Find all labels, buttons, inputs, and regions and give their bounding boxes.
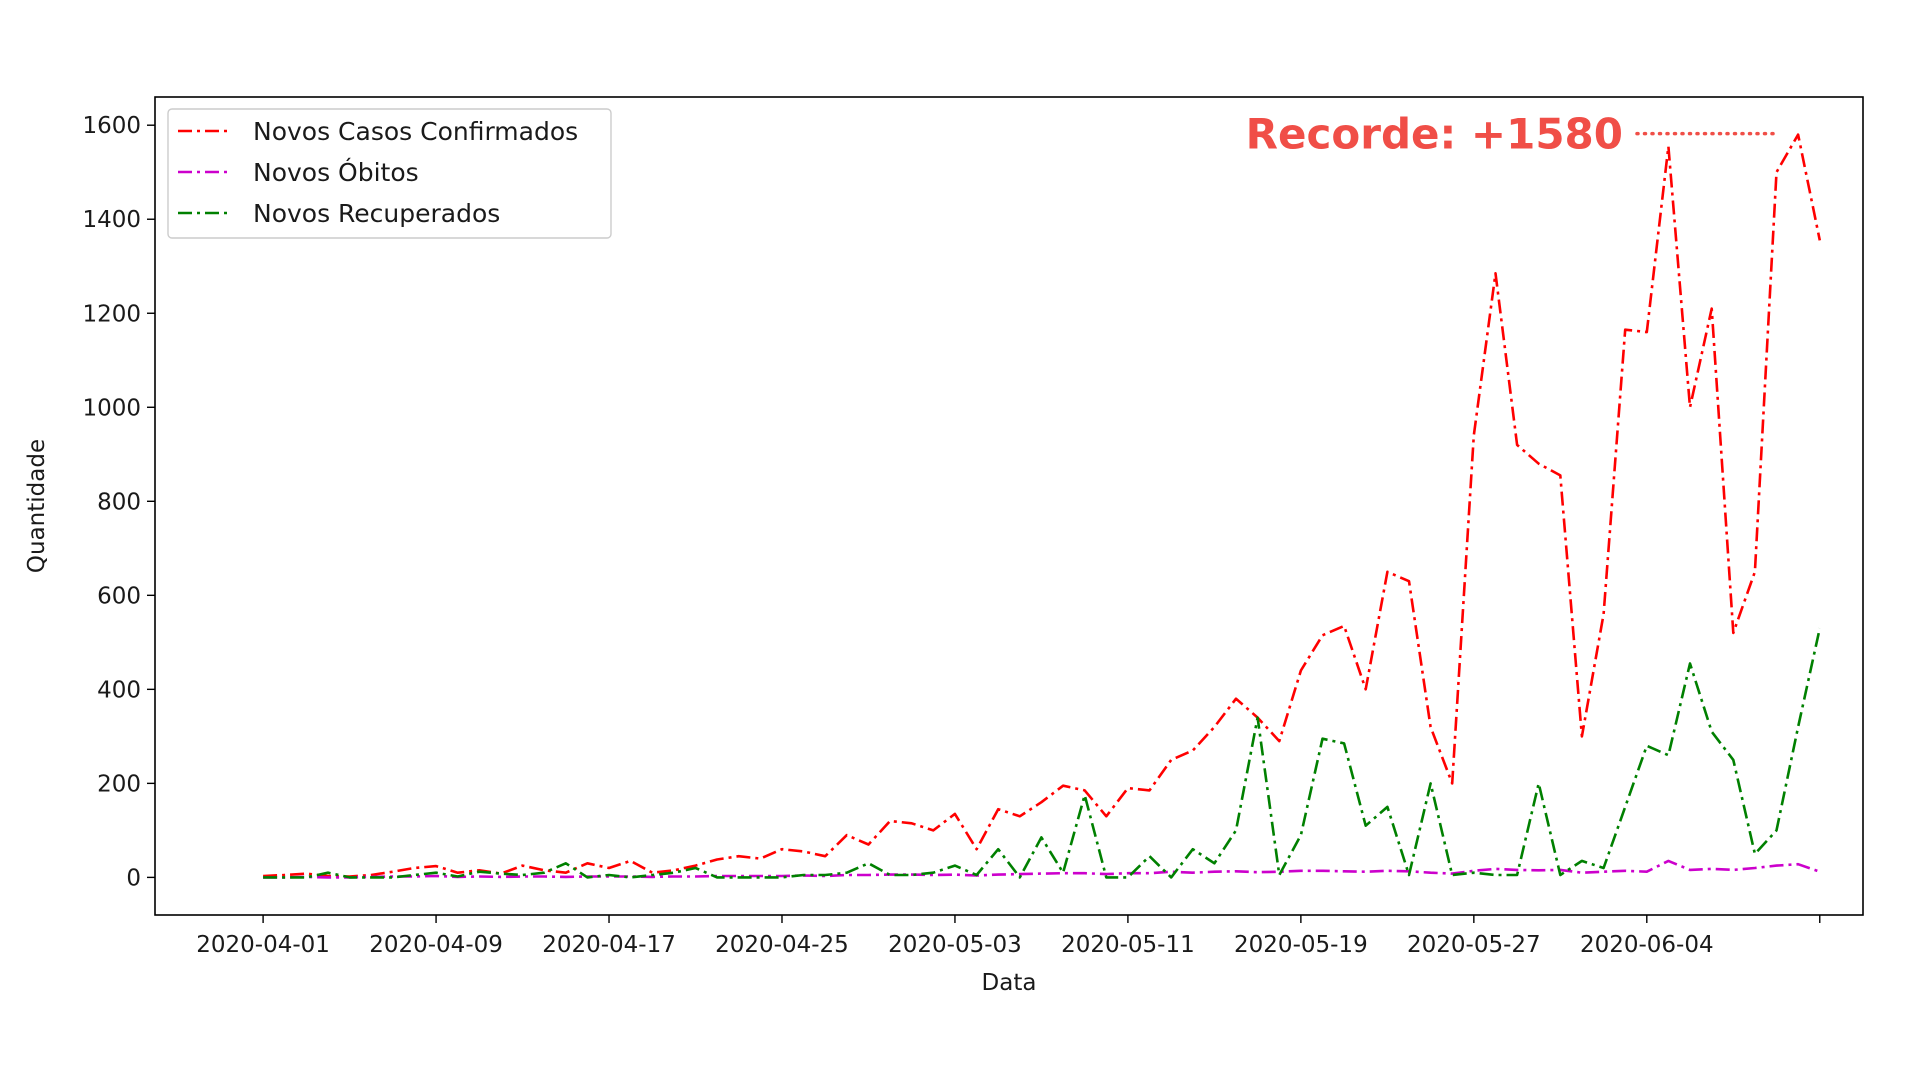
- x-tick-label: 2020-04-17: [542, 932, 676, 958]
- y-tick-label: 200: [97, 771, 141, 797]
- legend-box: [167, 108, 612, 239]
- x-tick-label: 2020-05-27: [1407, 932, 1541, 958]
- y-tick-label: 800: [97, 489, 141, 515]
- legend-label: Novos Casos Confirmados: [253, 117, 578, 146]
- series-line: [263, 133, 1822, 878]
- y-axis-ticks: 0 200 400 600 800 1000 1200 1400 1600: [82, 113, 155, 891]
- legend-label: Novos Recuperados: [253, 199, 500, 228]
- x-tick-label: 2020-04-01: [196, 932, 330, 958]
- x-axis-ticks: 2020-04-01 2020-04-09 2020-04-17 2020-04-25…: [196, 915, 1821, 958]
- series-line: [263, 627, 1822, 879]
- y-tick-label: 400: [97, 677, 141, 703]
- series-lines: [263, 133, 1822, 879]
- x-tick-label: 2020-06-04: [1580, 932, 1714, 958]
- y-tick-label: 1600: [82, 113, 141, 139]
- y-tick-label: 1000: [82, 395, 141, 421]
- legend: Novos Casos Confirmados Novos Óbitos Novos…: [167, 108, 612, 239]
- x-tick-label: 2020-04-09: [369, 932, 503, 958]
- x-tick-label: 2020-05-03: [888, 932, 1022, 958]
- y-tick-label: 1400: [82, 207, 141, 233]
- y-tick-label: 1200: [82, 301, 141, 327]
- record-annotation: Recorde: +1580: [1246, 110, 1779, 159]
- y-tick-label: 600: [97, 583, 141, 609]
- x-tick-label: 2020-05-19: [1234, 932, 1368, 958]
- annotation-label: Recorde: +1580: [1246, 110, 1623, 159]
- x-axis-label: Data: [982, 970, 1037, 996]
- y-tick-label: 0: [126, 865, 141, 891]
- x-tick-label: 2020-04-25: [715, 932, 849, 958]
- legend-label: Novos Óbitos: [253, 157, 419, 187]
- y-axis-label: Quantidade: [24, 439, 50, 573]
- x-tick-label: 2020-05-11: [1061, 932, 1195, 958]
